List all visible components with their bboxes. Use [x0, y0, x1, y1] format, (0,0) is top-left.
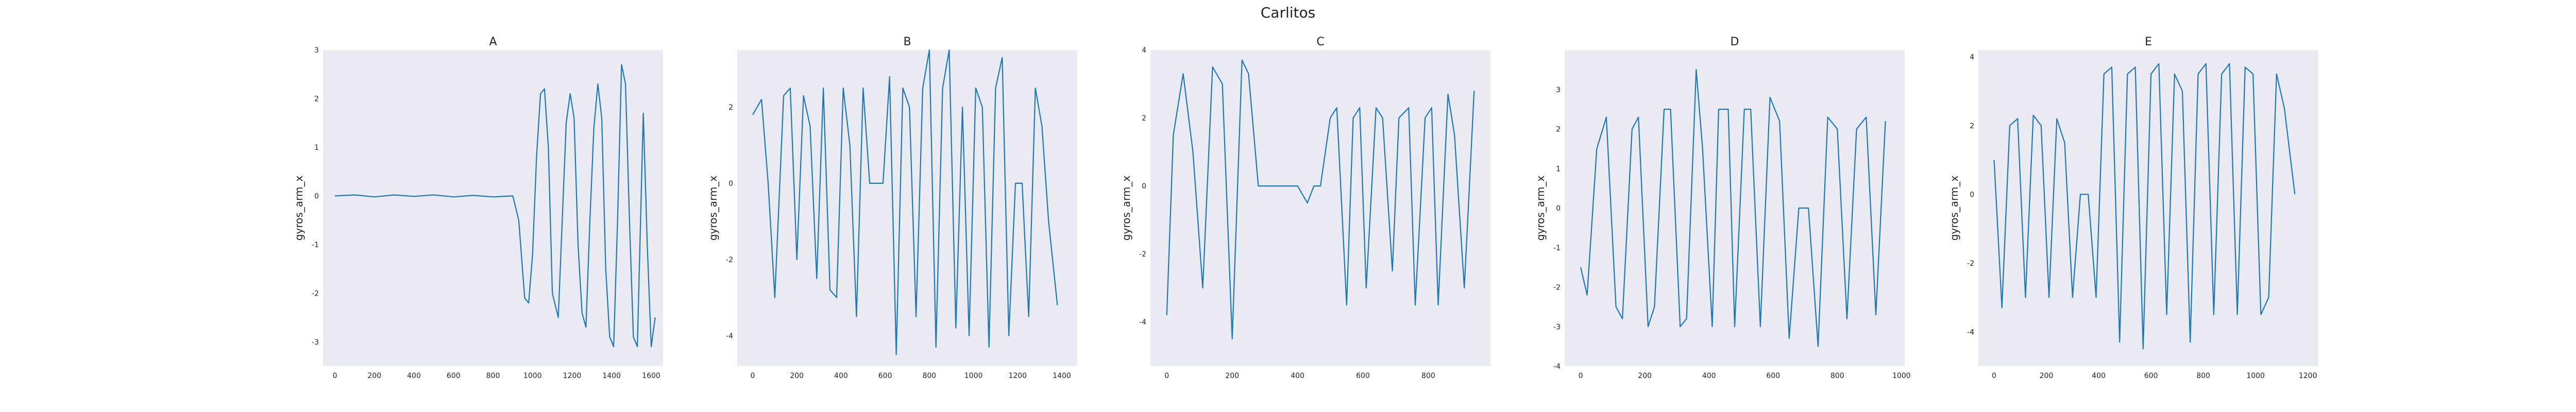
y-tick-label: 0 — [1142, 182, 1146, 191]
y-tick-label: -2 — [312, 289, 319, 298]
y-tick-label: 0 — [1556, 204, 1561, 213]
x-tick-label: 400 — [1702, 372, 1716, 380]
series-line — [1166, 59, 1475, 340]
x-tick-label: 1200 — [563, 372, 582, 380]
x-tick-label: 600 — [447, 372, 461, 380]
y-tick-label: 1 — [314, 144, 319, 152]
series-line — [752, 49, 1058, 355]
x-tick-label: 1000 — [1892, 372, 1911, 380]
subplot-title: A — [489, 36, 497, 48]
y-tick-label: -1 — [312, 241, 319, 249]
x-tick-label: 600 — [1356, 372, 1370, 380]
y-axis-label: gyros_arm_x — [1948, 176, 1960, 241]
y-tick-label: 2 — [1556, 126, 1561, 134]
plot-area — [737, 50, 1077, 366]
x-tick-label: 1000 — [523, 372, 542, 380]
y-tick-label: 4 — [1970, 53, 1974, 61]
series-line — [334, 64, 656, 348]
y-tick-label: -2 — [1967, 260, 1974, 268]
subplot-title: B — [903, 36, 911, 48]
y-tick-label: -3 — [1553, 323, 1561, 331]
x-tick-label: 0 — [333, 372, 337, 380]
x-tick-label: 1400 — [1053, 372, 1071, 380]
y-axis-label: gyros_arm_x — [293, 176, 305, 241]
y-axis-label: gyros_arm_x — [1120, 176, 1132, 241]
y-tick-label: 2 — [1142, 114, 1146, 123]
x-tick-label: 400 — [2092, 372, 2106, 380]
subplot-title: D — [1731, 36, 1739, 48]
x-tick-label: 200 — [367, 372, 381, 380]
subplot-title: C — [1316, 36, 1324, 48]
y-axis-label: gyros_arm_x — [707, 176, 719, 241]
x-tick-label: 800 — [1831, 372, 1844, 380]
x-tick-label: 400 — [1291, 372, 1304, 380]
y-tick-label: -1 — [1553, 244, 1561, 252]
x-tick-label: 0 — [1164, 372, 1169, 380]
y-tick-label: -2 — [726, 256, 733, 264]
plot-area — [323, 50, 663, 366]
y-tick-label: 2 — [1970, 122, 1974, 130]
x-tick-label: 800 — [486, 372, 500, 380]
x-tick-label: 1600 — [642, 372, 660, 380]
x-tick-label: 200 — [1638, 372, 1652, 380]
y-tick-label: -2 — [1553, 284, 1561, 292]
y-tick-label: 1 — [1556, 165, 1561, 173]
y-tick-label: 2 — [728, 104, 733, 112]
series-line — [1993, 63, 2296, 350]
x-tick-label: 800 — [2196, 372, 2210, 380]
x-tick-label: 200 — [1225, 372, 1239, 380]
x-tick-label: 200 — [2040, 372, 2054, 380]
series-line — [1580, 69, 1886, 347]
y-tick-label: 3 — [1556, 86, 1561, 94]
y-axis-label: gyros_arm_x — [1534, 176, 1547, 241]
y-tick-label: -3 — [312, 338, 319, 347]
x-tick-label: 0 — [1579, 372, 1583, 380]
x-tick-label: 600 — [1766, 372, 1780, 380]
x-tick-label: 1200 — [2299, 372, 2317, 380]
y-tick-label: -4 — [726, 332, 733, 340]
x-tick-label: 200 — [790, 372, 804, 380]
x-tick-label: 400 — [407, 372, 421, 380]
y-tick-label: 0 — [728, 180, 733, 188]
figure-title: Carlitos — [1260, 4, 1316, 21]
y-tick-label: 4 — [1142, 46, 1146, 55]
x-tick-label: 600 — [2144, 372, 2158, 380]
y-tick-label: 0 — [1970, 191, 1974, 199]
x-tick-label: 0 — [1992, 372, 1996, 380]
subplot-title: E — [2145, 36, 2152, 48]
x-tick-label: 400 — [834, 372, 848, 380]
x-tick-label: 1400 — [602, 372, 621, 380]
y-tick-label: -4 — [1553, 363, 1561, 371]
x-tick-label: 600 — [878, 372, 892, 380]
y-tick-label: -2 — [1139, 250, 1146, 259]
plot-area — [1150, 50, 1490, 366]
y-tick-label: -4 — [1139, 318, 1146, 327]
x-tick-label: 1000 — [964, 372, 983, 380]
y-tick-label: 2 — [314, 95, 319, 103]
x-tick-label: 800 — [922, 372, 936, 380]
x-tick-label: 1200 — [1008, 372, 1027, 380]
x-tick-label: 1000 — [2246, 372, 2265, 380]
x-tick-label: 800 — [1421, 372, 1435, 380]
y-tick-label: 3 — [314, 46, 319, 55]
y-tick-label: -4 — [1967, 328, 1974, 336]
y-tick-label: 0 — [314, 192, 319, 200]
x-tick-label: 0 — [751, 372, 755, 380]
